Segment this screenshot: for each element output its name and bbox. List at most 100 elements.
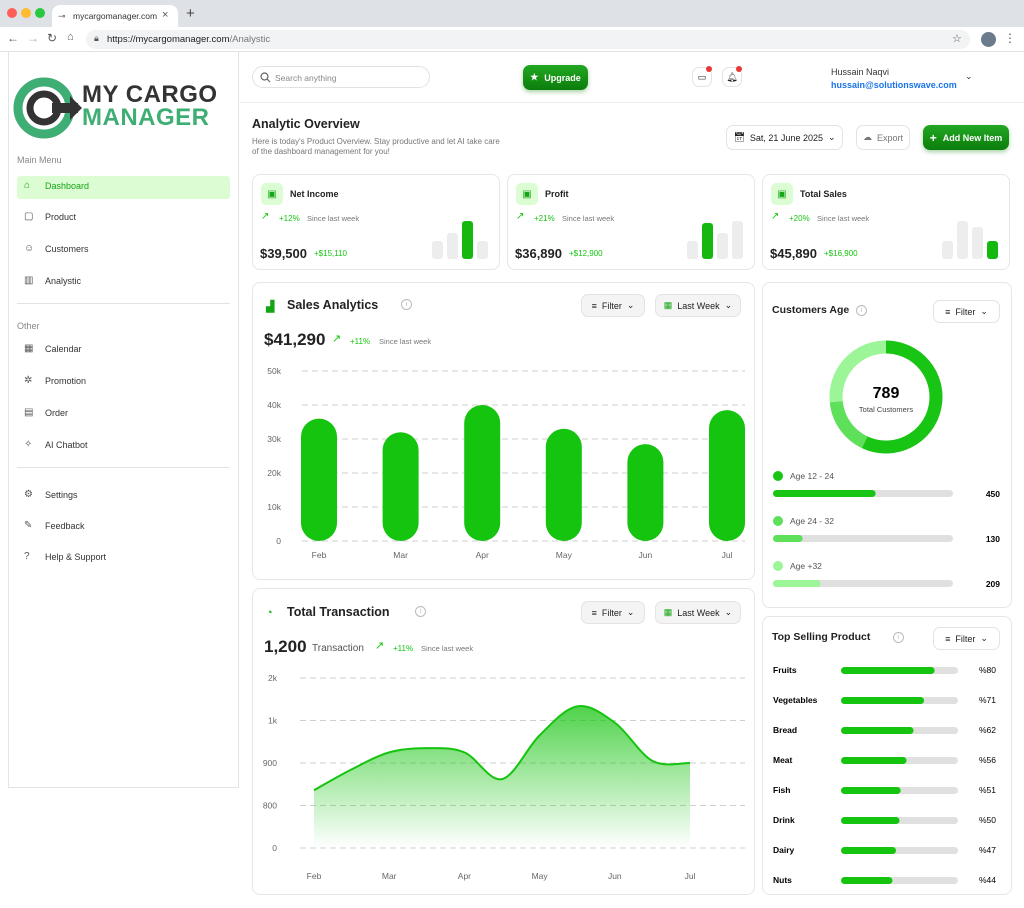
period-button[interactable]: ▦ Last Week ⌄	[655, 601, 741, 624]
divider	[240, 102, 1024, 103]
page-title: Analytic Overview	[252, 117, 360, 131]
change: +11%	[350, 337, 371, 346]
menu-icon: ✲	[24, 375, 33, 386]
stat-delta: +$15,110	[314, 249, 347, 258]
menu-icon: ✎	[24, 520, 33, 531]
menu-item[interactable]: Customers	[45, 244, 89, 254]
filter-button[interactable]: ≡ Filter ⌄	[581, 294, 645, 317]
card-title: Customers Age	[772, 304, 850, 316]
messages-button[interactable]: ▭	[692, 67, 712, 87]
menu-item[interactable]: Product	[45, 212, 77, 222]
period-button[interactable]: ▦ Last Week ⌄	[655, 294, 741, 317]
mini-bar	[987, 241, 998, 259]
filter-label: Filter	[955, 633, 976, 644]
stat-change: +20%	[789, 214, 810, 223]
period-label: Last Week	[677, 300, 720, 311]
stat-value: $39,500	[260, 246, 307, 261]
mini-bar	[462, 221, 473, 259]
user-email[interactable]: hussain@solutionswave.com	[831, 80, 957, 90]
user-name: Hussain Naqvi	[831, 67, 890, 77]
mini-bar	[702, 223, 713, 259]
tab-close[interactable]: ×	[162, 9, 169, 21]
minimize-dot[interactable]	[21, 8, 31, 18]
menu-item[interactable]: Order	[45, 408, 69, 418]
filter-button[interactable]: ≡ Filter ⌄	[933, 300, 1000, 323]
notifications-button[interactable]: 🔔︎	[722, 67, 742, 87]
zoom-dot[interactable]	[35, 8, 45, 18]
filter-button[interactable]: ≡ Filter ⌄	[581, 601, 645, 624]
stat-change: +21%	[534, 214, 555, 223]
add-item-button[interactable]: + Add New Item	[923, 125, 1009, 150]
filter-label: Filter	[601, 300, 622, 311]
export-button[interactable]: ☁︎ Export	[856, 125, 910, 150]
menu-item[interactable]: Promotion	[45, 376, 87, 386]
stat-name: Total Sales	[800, 189, 847, 199]
since: Since last week	[379, 337, 432, 346]
logo-line2: MANAGER	[82, 104, 210, 131]
menu-item[interactable]: Feedback	[45, 521, 85, 531]
trend-icon: ↗	[332, 333, 342, 345]
customers-card	[762, 282, 1012, 608]
menu-item[interactable]: Calendar	[45, 344, 82, 354]
menu-item[interactable]: Dashboard	[45, 181, 90, 191]
page-subtitle: Here is today's Product Overview. Stay p…	[252, 137, 500, 156]
new-tab[interactable]: +	[186, 5, 195, 22]
filter-label: Filter	[955, 306, 976, 317]
stat-since: Since last week	[562, 214, 615, 223]
home[interactable]: ⌂	[67, 31, 74, 43]
url-host: https://mycargomanager.com	[107, 34, 230, 45]
sidebar	[8, 52, 239, 788]
stat-since: Since last week	[817, 214, 870, 223]
total: 1,200	[264, 637, 307, 656]
user-menu-chevron[interactable]: ⌄	[965, 71, 973, 81]
date-picker[interactable]: 📅︎ Sat, 21 June 2025 ⌄	[726, 125, 843, 150]
profile-avatar[interactable]	[981, 32, 996, 47]
trend-icon: ↗	[261, 211, 270, 222]
mini-bar	[687, 241, 698, 259]
active-highlight	[17, 176, 230, 199]
menu-item[interactable]: Analystic	[45, 276, 82, 286]
address-bar[interactable]: 🔒︎ https://mycargomanager.com/Analystic …	[86, 30, 970, 49]
mini-bar	[477, 241, 488, 259]
total-unit: Transaction	[312, 643, 364, 654]
tab[interactable]: ⊸ mycargomanager.com ×	[52, 5, 178, 27]
menu-icon: ☺	[24, 243, 35, 254]
stat-change: +12%	[279, 214, 300, 223]
stat-card	[252, 174, 500, 270]
mini-bar	[717, 233, 728, 259]
back[interactable]: ←	[7, 31, 19, 45]
menu-icon: ▤	[24, 407, 34, 418]
stat-since: Since last week	[307, 214, 360, 223]
close-dot[interactable]	[7, 8, 17, 18]
info-icon: i	[856, 305, 868, 316]
info-icon: i	[400, 299, 412, 310]
menu[interactable]: ⋮	[1004, 31, 1016, 45]
card-icon: ◔	[266, 607, 273, 619]
trend-icon: ↗	[771, 211, 780, 222]
filter-label: Filter	[601, 607, 622, 618]
upgrade-button[interactable]: ★ Upgrade	[523, 65, 588, 90]
change: +11%	[393, 644, 414, 653]
badge	[736, 66, 742, 72]
since: Since last week	[421, 644, 474, 653]
forward[interactable]: →	[27, 31, 39, 45]
trend-icon: ↗	[375, 640, 385, 652]
search-box[interactable]: Search anything	[252, 66, 430, 88]
mini-bar	[942, 241, 953, 259]
filter-button[interactable]: ≡ Filter ⌄	[933, 627, 1000, 650]
menu-item[interactable]: Settings	[45, 490, 78, 500]
stat-icon: ▣	[771, 183, 793, 205]
menu-item[interactable]: Help & Support	[45, 552, 107, 562]
mini-bar	[432, 241, 443, 259]
stat-icon: ▣	[261, 183, 283, 205]
logo-icon	[13, 77, 82, 139]
info-icon: i	[415, 606, 427, 617]
top-selling-card	[762, 616, 1012, 895]
menu-icon: ?	[24, 551, 30, 562]
menu-item[interactable]: AI Chatbot	[45, 440, 88, 450]
menu-label: Main Menu	[17, 155, 62, 165]
mini-bar	[732, 221, 743, 259]
reload[interactable]: ↻	[47, 31, 58, 45]
url-path: /Analystic	[229, 34, 271, 45]
